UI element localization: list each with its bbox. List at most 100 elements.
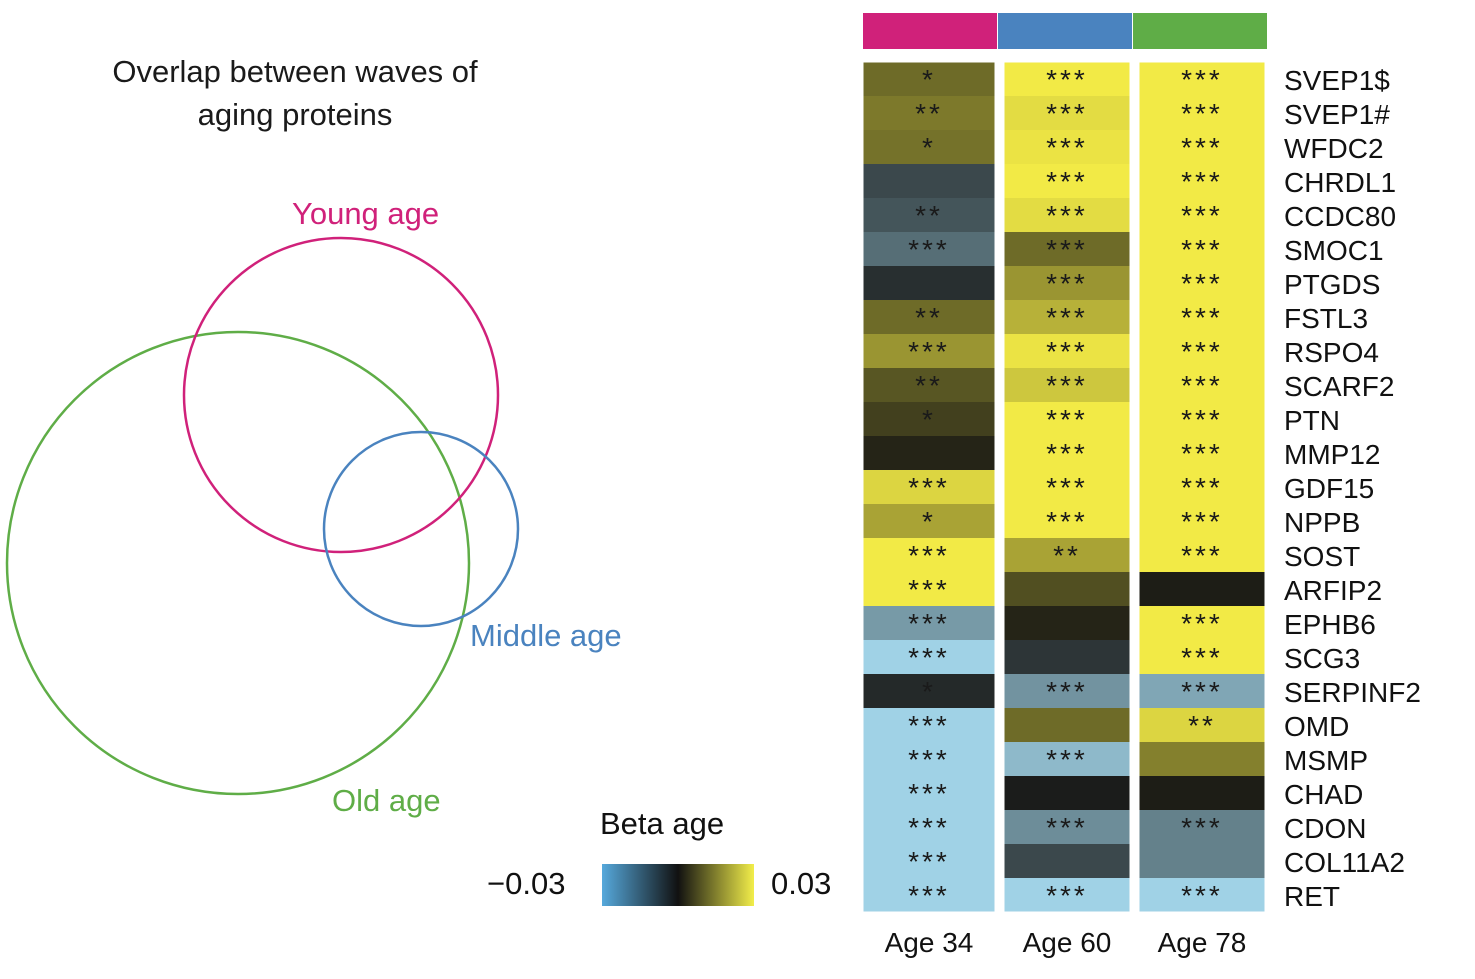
significance-stars: *** (1046, 404, 1088, 435)
heatmap-cell (1139, 640, 1265, 675)
row-label: ARFIP2 (1284, 575, 1382, 606)
heatmap-cell (1139, 504, 1265, 539)
significance-stars: ** (915, 98, 943, 129)
significance-stars: *** (1046, 64, 1088, 95)
significance-stars: *** (908, 846, 950, 877)
heatmap-cell (1139, 62, 1265, 97)
row-label: SCARF2 (1284, 371, 1394, 402)
significance-stars: ** (915, 302, 943, 333)
heatmap-cell (863, 300, 995, 335)
significance-stars: * (922, 132, 936, 163)
significance-stars: *** (908, 574, 950, 605)
heatmap-column (1003, 61, 1131, 913)
significance-stars: *** (908, 642, 950, 673)
heatmap-cell (1004, 878, 1130, 913)
heatmap-cell (1004, 334, 1130, 369)
heatmap-cell (1004, 96, 1130, 131)
row-label: WFDC2 (1284, 133, 1384, 164)
heatmap-cell (1139, 878, 1265, 913)
legend-title: Beta age (600, 806, 725, 841)
heatmap-cell (1004, 504, 1130, 539)
heatmap-cell (863, 878, 995, 913)
row-label: CCDC80 (1284, 201, 1396, 232)
row-label: CHRDL1 (1284, 167, 1396, 198)
significance-stars: *** (1181, 472, 1223, 503)
heatmap-cell (1004, 538, 1130, 573)
heatmap-cell (1139, 844, 1265, 879)
heatmap-cell (863, 62, 995, 97)
heatmap-cell (1139, 368, 1265, 403)
significance-stars: *** (908, 472, 950, 503)
row-label: PTGDS (1284, 269, 1380, 300)
legend-min-label: −0.03 (487, 866, 566, 901)
significance-stars: *** (908, 778, 950, 809)
significance-stars: ** (915, 370, 943, 401)
venn-label-old: Old age (332, 783, 441, 818)
significance-stars: *** (1181, 880, 1223, 911)
significance-stars: *** (1181, 234, 1223, 265)
row-label: CHAD (1284, 779, 1363, 810)
heatmap-cell (1004, 232, 1130, 267)
heatmap-cell (1004, 300, 1130, 335)
significance-stars: *** (1046, 302, 1088, 333)
heatmap-cell (1004, 266, 1130, 301)
heatmap-cell (863, 130, 995, 165)
heatmap-cell (1139, 776, 1265, 811)
heatmap-cell (863, 436, 995, 471)
heatmap-cell (1004, 606, 1130, 641)
legend-max-label: 0.03 (771, 866, 832, 901)
significance-stars: *** (908, 540, 950, 571)
heatmap-cell (1004, 742, 1130, 777)
significance-stars: *** (1046, 506, 1088, 537)
heatmap-cell (1139, 606, 1265, 641)
heatmap-cell (1139, 130, 1265, 165)
significance-stars: *** (1181, 608, 1223, 639)
heatmap-cell (863, 640, 995, 675)
heatmap-cell (1004, 62, 1130, 97)
significance-stars: *** (1181, 268, 1223, 299)
significance-stars: *** (1046, 880, 1088, 911)
heatmap-cell (1139, 708, 1265, 743)
venn-circle-old (5, 330, 471, 796)
significance-stars: *** (1181, 132, 1223, 163)
heatmap-cell (863, 470, 995, 505)
heatmap-cell (863, 198, 995, 233)
significance-stars: ** (1188, 710, 1216, 741)
significance-stars: *** (908, 880, 950, 911)
significance-stars: *** (1181, 64, 1223, 95)
significance-stars: *** (1181, 166, 1223, 197)
significance-stars: *** (1046, 676, 1088, 707)
heatmap-cell (1004, 708, 1130, 743)
heatmap-cell (863, 164, 995, 199)
significance-stars: *** (1181, 302, 1223, 333)
significance-stars: *** (1046, 132, 1088, 163)
row-label: GDF15 (1284, 473, 1374, 504)
heatmap: * *** *** SVEP1$** *** *** SVEP1#* *** *** WFDC2*… (862, 13, 1421, 958)
row-label: SERPINF2 (1284, 677, 1421, 708)
heatmap-cell (1004, 810, 1130, 845)
heatmap-cell (1139, 232, 1265, 267)
significance-stars: *** (1046, 166, 1088, 197)
heatmap-cell (1139, 436, 1265, 471)
significance-stars: *** (1046, 98, 1088, 129)
heatmap-cell (1004, 198, 1130, 233)
significance-stars: *** (1046, 744, 1088, 775)
column-color-bar (863, 13, 997, 49)
significance-stars: *** (1181, 404, 1223, 435)
significance-stars: *** (1181, 812, 1223, 843)
heatmap-cell (1139, 674, 1265, 709)
significance-stars: *** (1181, 506, 1223, 537)
significance-stars: *** (908, 234, 950, 265)
heatmap-cell (863, 776, 995, 811)
heatmap-cell (1139, 470, 1265, 505)
venn-circle-young (182, 236, 500, 554)
significance-stars: * (922, 506, 936, 537)
heatmap-cell (1004, 776, 1130, 811)
row-label: MSMP (1284, 745, 1368, 776)
heatmap-cell (1139, 572, 1265, 607)
significance-stars: *** (908, 336, 950, 367)
significance-stars: *** (1046, 812, 1088, 843)
significance-stars: * (922, 64, 936, 95)
heatmap-cell (863, 844, 995, 879)
row-label: SCG3 (1284, 643, 1360, 674)
